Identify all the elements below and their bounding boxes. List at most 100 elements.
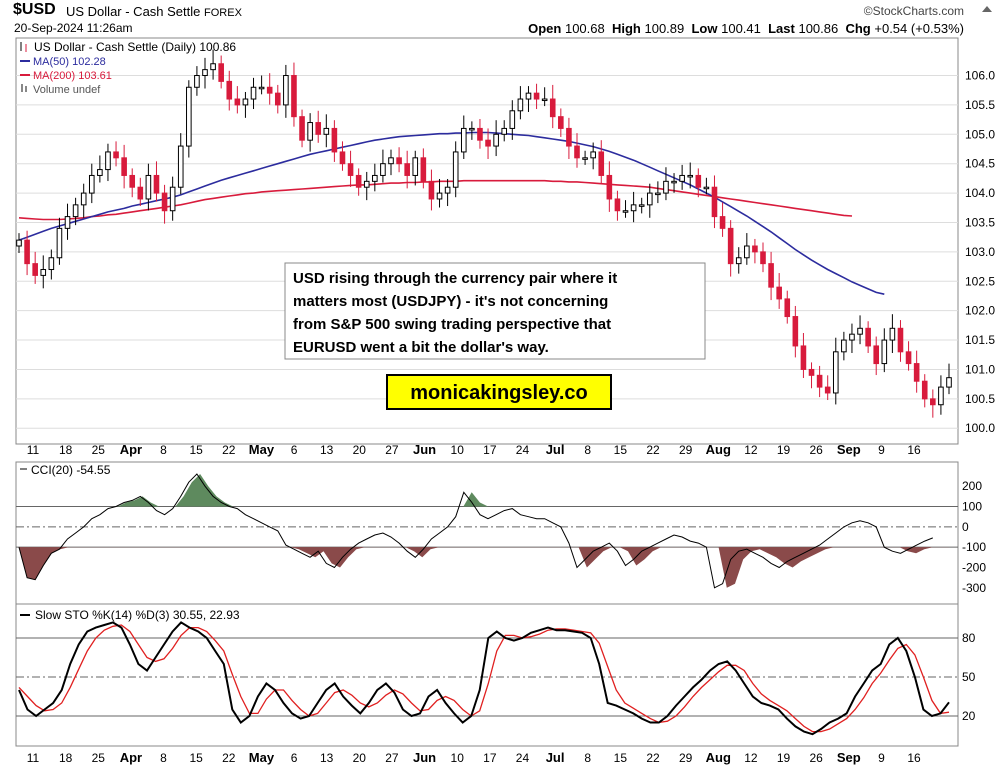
candle-body <box>315 122 322 135</box>
x-axis-label: 24 <box>516 751 530 765</box>
scroll-up-icon[interactable] <box>980 2 994 16</box>
volume-legend-icon-2 <box>25 86 27 92</box>
candle-body <box>760 251 766 265</box>
x-axis-label: 15 <box>614 443 628 457</box>
symbol-description: US Dollar - Cash Settle FOREX <box>66 4 242 19</box>
symbol: $USD <box>13 1 56 18</box>
candle-body <box>655 192 661 196</box>
candle-body <box>202 69 208 77</box>
x-axis-label: 22 <box>222 443 236 457</box>
candle-body <box>339 151 346 165</box>
candle-body <box>372 174 378 182</box>
candle-body <box>460 127 467 153</box>
candle-body <box>816 374 823 388</box>
candle-body <box>501 127 508 135</box>
legend-swatch-box <box>18 40 30 52</box>
x-axis-label: 13 <box>320 443 334 457</box>
x-axis-label: 15 <box>614 751 628 765</box>
candle-body <box>266 86 273 94</box>
candle-body <box>24 239 30 265</box>
candle-body <box>938 386 944 406</box>
candle-body <box>477 127 483 141</box>
sto-y-tick: 50 <box>962 670 976 684</box>
sto-series <box>18 621 950 736</box>
candle-body <box>752 245 758 253</box>
candle-body <box>857 327 863 335</box>
brand-text: ©StockCharts.com <box>863 4 964 18</box>
candle-body <box>646 192 653 206</box>
chart-header: $USD US Dollar - Cash Settle FOREX 20-Se… <box>0 0 1004 38</box>
candle-body <box>299 116 305 141</box>
x-axis-label: Apr <box>120 442 142 457</box>
candle-body <box>153 174 160 194</box>
sto-d-line <box>18 624 950 733</box>
x-axis-label: Sep <box>837 442 861 457</box>
candle-body <box>622 210 629 213</box>
candle-body <box>469 127 475 131</box>
x-axis-label: Jun <box>413 750 436 765</box>
x-axis-label: Sep <box>837 750 861 765</box>
candle-body <box>48 257 55 271</box>
ohlc-readout: Open 100.68 High 100.89 Low 100.41 Last … <box>528 21 964 36</box>
candle-body <box>113 151 119 159</box>
candle-body <box>274 92 281 106</box>
sto-panel-frame <box>15 603 959 747</box>
candle-body <box>517 98 524 112</box>
x-axis-label: 9 <box>878 443 885 457</box>
sto-k-line <box>18 621 950 736</box>
x-axis-label: 29 <box>679 751 693 765</box>
candle-body <box>549 98 556 118</box>
candle-body <box>194 75 200 88</box>
x-axis-label: 11 <box>27 443 40 457</box>
candle-body <box>218 63 224 82</box>
candle-body <box>444 186 451 194</box>
candle-body <box>380 163 386 176</box>
candle-body <box>921 380 928 400</box>
x-axis-label: 8 <box>584 751 591 765</box>
candle-body <box>137 186 144 200</box>
price-y-tick: 106.0 <box>965 69 995 83</box>
candle-body <box>363 180 370 188</box>
x-axis-label: May <box>249 750 275 765</box>
candle-body <box>145 174 152 200</box>
candle-body <box>283 75 289 106</box>
x-axis-label: 18 <box>59 443 73 457</box>
x-axis-label: Aug <box>706 750 731 765</box>
x-axis-label: 13 <box>320 751 334 765</box>
cci-panel-frame <box>15 461 959 605</box>
x-axis-upper: 11 18 25 Apr 8 15 22 May 6 13 20 27 Jun 10 17 24 Jul 8 15 2… <box>27 442 921 457</box>
candle-body <box>388 157 394 165</box>
candle-body <box>177 145 184 188</box>
x-axis-label: May <box>249 442 275 457</box>
sto-title: Slow STO %K(14) %D(3) 30.55, 22.93 <box>35 608 240 622</box>
x-axis-label: Jun <box>413 442 436 457</box>
cci-y-tick: -100 <box>962 540 986 554</box>
candle-body <box>186 86 192 147</box>
candle-body <box>566 127 572 147</box>
high-label: High <box>611 21 641 36</box>
candle-body <box>832 351 839 394</box>
candle-body <box>946 377 952 388</box>
price-y-tick: 101.5 <box>965 333 995 347</box>
candle-body <box>428 180 435 200</box>
price-y-tick: 103.5 <box>965 215 995 229</box>
candle-body <box>913 363 920 382</box>
price-y-tick: 102.0 <box>965 304 995 318</box>
brand-label: ©StockCharts.com <box>864 4 964 18</box>
candle-body <box>727 227 734 265</box>
cci-legend: CCI(20) -54.55 <box>20 463 111 477</box>
x-axis-label: 12 <box>744 443 758 457</box>
cci-y-tick: -200 <box>962 560 986 574</box>
candle-body <box>525 92 532 100</box>
x-axis-label: Jul <box>546 442 565 457</box>
x-axis-label: 17 <box>483 443 497 457</box>
candle-body <box>64 216 71 229</box>
x-axis-label: 15 <box>189 443 203 457</box>
low-value: 100.41 <box>721 21 761 36</box>
x-axis-label: 6 <box>291 443 298 457</box>
candle-body <box>105 151 111 171</box>
candle-body <box>307 122 313 141</box>
price-y-tick: 100.0 <box>965 421 995 435</box>
x-axis-label: 11 <box>27 751 40 765</box>
x-axis-label: Apr <box>120 750 142 765</box>
